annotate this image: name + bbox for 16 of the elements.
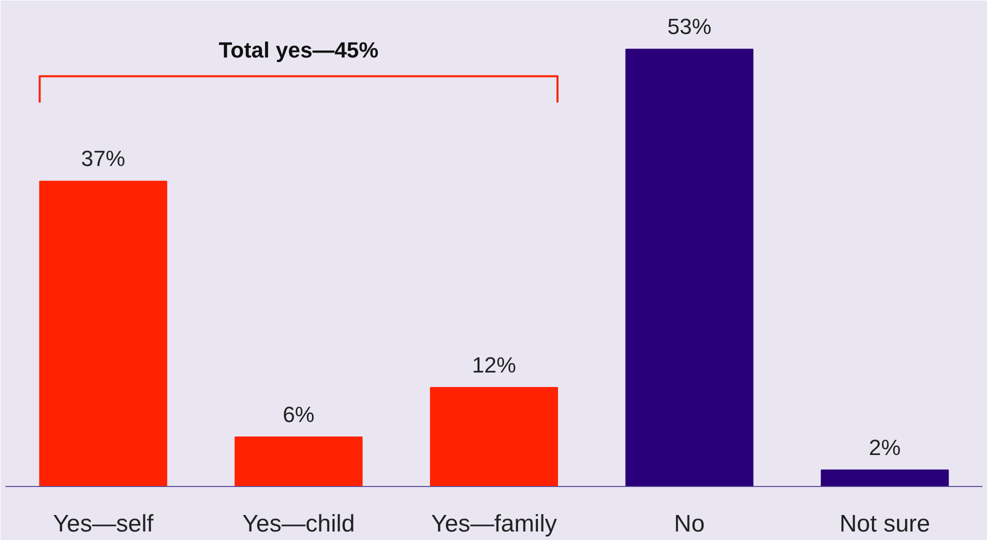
data-label: 53%: [667, 14, 712, 40]
x-tick-label: Yes—family: [431, 510, 557, 538]
x-tick-label: Not sure: [839, 510, 930, 538]
data-label: 37%: [81, 146, 126, 172]
annotation: Total yes—45%: [218, 37, 378, 62]
bar: [625, 48, 754, 486]
x-tick-label: Yes—self: [52, 510, 154, 538]
bar: [39, 180, 168, 486]
data-label: 12%: [472, 352, 516, 378]
x-tick-label: Yes—child: [242, 510, 355, 538]
x-tick-label: No: [674, 510, 705, 538]
data-label: 2%: [868, 435, 901, 460]
bar: [234, 436, 363, 486]
bar: [430, 386, 558, 486]
data-label: 6%: [282, 402, 314, 427]
bar: [820, 470, 949, 486]
